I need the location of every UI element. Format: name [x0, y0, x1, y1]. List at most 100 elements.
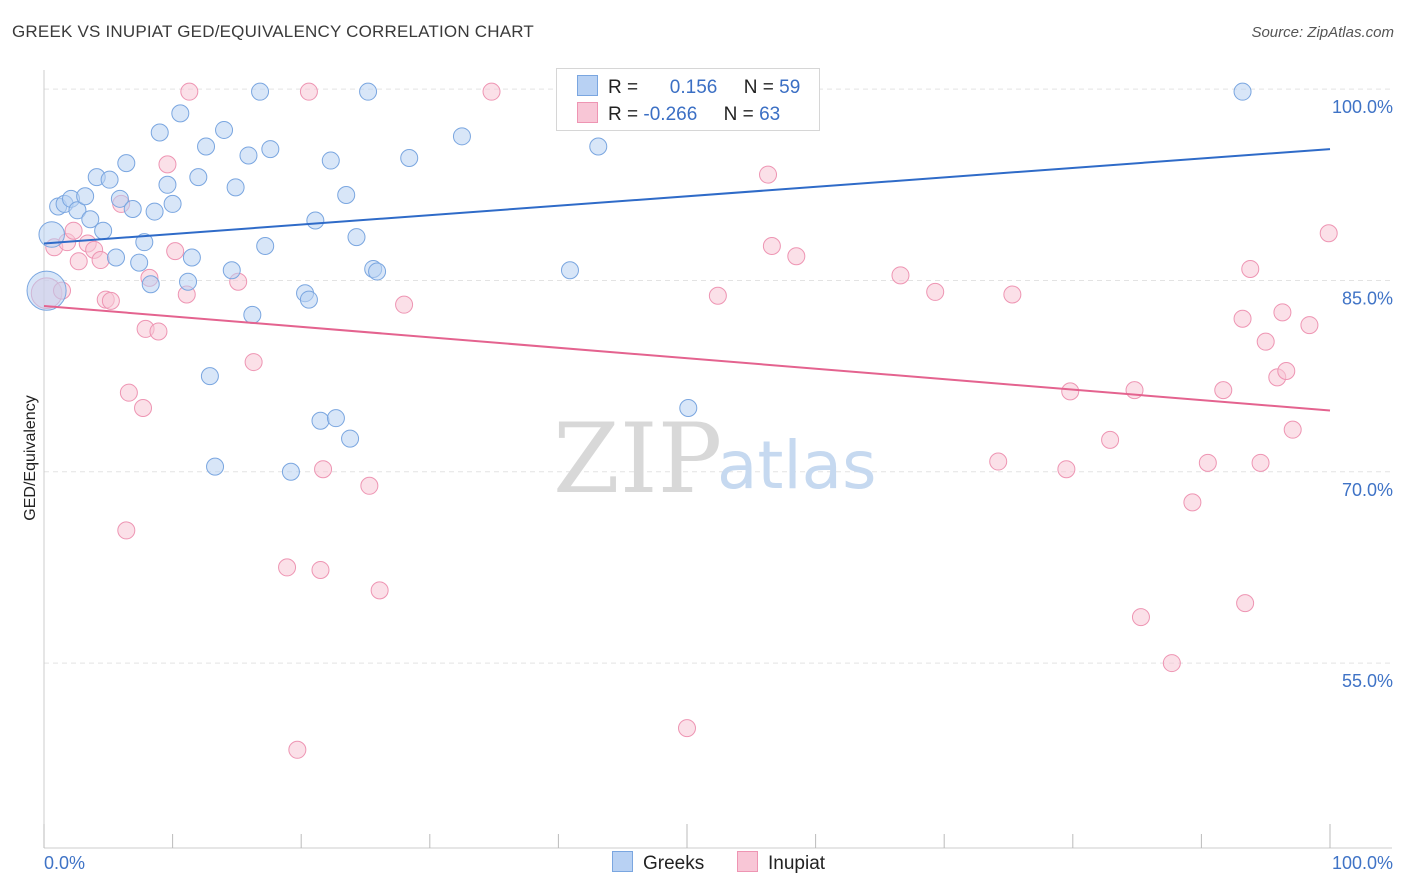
axes: [43, 70, 1392, 849]
inupiat-point-35: [708, 286, 727, 305]
inupiat-point-10: [101, 291, 120, 310]
greeks-point-32: [239, 146, 258, 165]
greeks-point-27: [200, 367, 219, 386]
greeks-point-28: [206, 457, 225, 476]
inupiat-n-value: 63: [759, 104, 781, 125]
stats-box: R = 0.156 N = 59 R = -0.266 N = 63: [556, 68, 820, 131]
greeks-point-24: [182, 248, 201, 267]
greeks-point-54: [560, 261, 579, 280]
inupiat-point-58: [1273, 303, 1292, 322]
greeks-point-5: [68, 201, 87, 220]
inupiat-point-56: [1256, 332, 1275, 351]
inupiat-point-28: [314, 460, 333, 479]
inupiat-point-38: [787, 247, 806, 266]
inupiat-point-53: [1236, 594, 1255, 613]
greeks-point-20: [158, 175, 177, 194]
inupiat-point-25: [288, 740, 307, 759]
inupiat-point-19: [166, 242, 185, 261]
inupiat-point-32: [482, 82, 501, 101]
inupiat-point-18: [158, 155, 177, 174]
greeks-point-18: [145, 202, 164, 221]
greeks-point-25: [189, 168, 208, 187]
inupiat-point-39: [891, 266, 910, 285]
stats-row-greeks: R = 0.156 N = 59: [577, 75, 800, 101]
stats-row-inupiat: R = -0.266 N = 63: [577, 102, 780, 128]
legend-inupiat-swatch: [737, 851, 758, 872]
greeks-point-22: [171, 104, 190, 123]
inupiat-point-49: [1183, 493, 1202, 512]
inupiat-point-44: [1061, 382, 1080, 401]
chart-title: GREEK VS INUPIAT GED/EQUIVALENCY CORRELA…: [12, 22, 535, 41]
inupiat-point-50: [1198, 453, 1217, 472]
inupiat-n-label: N =: [723, 104, 754, 125]
greeks-point-6: [76, 187, 95, 206]
watermark-zip: ZIP: [553, 403, 722, 515]
greeks-point-45: [341, 429, 360, 448]
inupiat-point-51: [1214, 381, 1233, 400]
inupiat-point-40: [926, 282, 945, 301]
greeks-point-23: [179, 272, 198, 291]
inupiat-point-4: [64, 221, 83, 240]
inupiat-r-value: -0.266: [643, 104, 698, 125]
greeks-point-39: [299, 290, 318, 309]
inupiat-point-24: [278, 558, 297, 577]
greeks-point-33: [243, 305, 262, 324]
greeks-r-value: 0.156: [669, 77, 718, 98]
greeks-point-15: [130, 253, 149, 272]
greeks-point-31: [226, 178, 245, 197]
greeks-point-49: [368, 262, 387, 281]
inupiat-point-52: [1233, 309, 1252, 328]
greeks-point-14: [123, 200, 142, 219]
inupiat-point-45: [1101, 430, 1120, 449]
inupiat-point-27: [311, 560, 330, 579]
greeks-point-21: [163, 194, 182, 213]
inupiat-point-60: [1283, 420, 1302, 439]
greeks-trend-line: [43, 148, 1331, 245]
inupiat-point-5: [69, 252, 88, 271]
greeks-point-9: [94, 221, 113, 240]
inupiat-r-label: R =: [608, 104, 639, 125]
greeks-r-label: R =: [608, 77, 639, 98]
inupiat-point-17: [149, 322, 168, 341]
greeks-point-41: [311, 411, 330, 430]
y-axis-label: GED/Equivalency: [22, 395, 39, 520]
greeks-point-7: [81, 210, 100, 229]
greeks-n-value: 59: [779, 77, 801, 98]
inupiat-point-59: [1277, 361, 1296, 380]
y-tick-label-1: 85.0%: [1342, 288, 1393, 308]
inupiat-point-47: [1131, 608, 1150, 627]
greeks-point-1: [38, 221, 65, 248]
greeks-point-10: [100, 170, 119, 189]
greeks-n-label: N =: [743, 77, 774, 98]
greeks-point-42: [321, 151, 340, 170]
source-credit: Source: ZipAtlas.com: [1251, 24, 1394, 41]
legend-greeks-swatch: [612, 851, 633, 872]
legend-inupiat-label: Inupiat: [768, 853, 826, 874]
legend-item-inupiat[interactable]: Inupiat: [737, 851, 825, 875]
inupiat-point-41: [989, 452, 1008, 471]
inupiat-point-48: [1162, 654, 1181, 673]
grid-lines: [44, 88, 1392, 664]
watermark-atlas: atlas: [717, 427, 877, 504]
inupiat-point-31: [395, 295, 414, 314]
inupiat-point-23: [244, 353, 263, 372]
greeks-point-26: [197, 137, 216, 156]
inupiat-point-55: [1251, 453, 1270, 472]
inupiat-point-13: [119, 383, 138, 402]
greeks-point-51: [452, 127, 471, 146]
greeks-point-46: [347, 228, 366, 247]
greeks-point-40: [306, 211, 325, 230]
greeks-swatch: [577, 75, 598, 96]
greeks-point-44: [337, 185, 356, 204]
inupiat-point-14: [134, 398, 153, 417]
y-tick-labels: 100.0% 85.0% 70.0% 55.0%: [1332, 97, 1393, 691]
inupiat-point-26: [299, 82, 318, 101]
legend-greeks-label: Greeks: [643, 853, 705, 874]
legend-item-greeks[interactable]: Greeks: [612, 851, 704, 875]
inupiat-point-54: [1241, 259, 1260, 278]
greeks-point-55: [679, 398, 698, 417]
inupiat-point-43: [1057, 460, 1076, 479]
greeks-point-47: [359, 82, 378, 101]
greeks-point-12: [110, 189, 129, 208]
greeks-point-16: [135, 233, 154, 252]
